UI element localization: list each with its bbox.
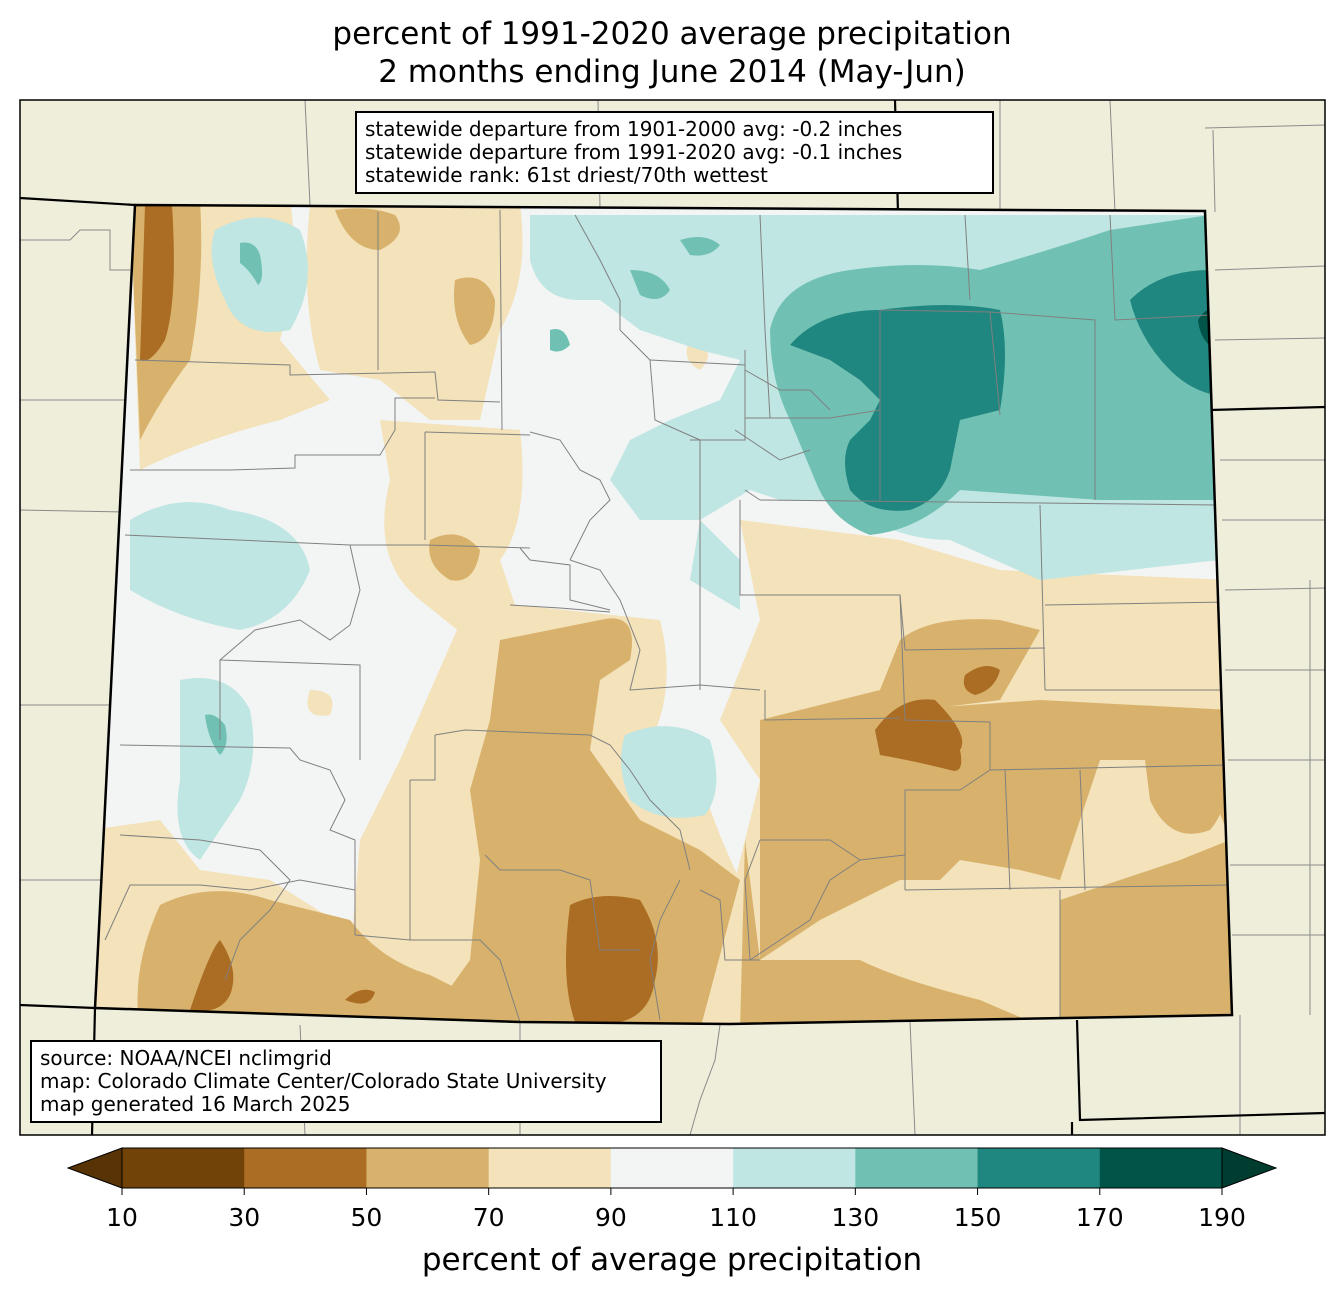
map-frame bbox=[19, 99, 1326, 1136]
map-title: percent of 1991-2020 average precipitati… bbox=[332, 16, 1012, 52]
colorbar-tick-label: 50 bbox=[350, 1203, 383, 1232]
colorbar-tick-label: 110 bbox=[709, 1203, 757, 1232]
colorbar-under-arrow bbox=[66, 1147, 123, 1189]
colorbar-tick-label: 90 bbox=[594, 1203, 627, 1232]
colorbar-tick-label: 10 bbox=[106, 1203, 138, 1232]
colorbar-swatch bbox=[366, 1148, 490, 1188]
colorbar-swatch bbox=[977, 1148, 1101, 1188]
colorbar-label: percent of average precipitation bbox=[421, 1242, 923, 1278]
stats-departure-1991: statewide departure from 1991-2020 avg: … bbox=[365, 140, 903, 164]
colorbar-outline bbox=[121, 1147, 1223, 1189]
statewide-stats-box: statewide departure from 1901-2000 avg: … bbox=[355, 111, 994, 194]
colorbar-swatch bbox=[1099, 1148, 1223, 1188]
source-line: source: NOAA/NCEI nclimgrid bbox=[40, 1046, 332, 1070]
map-credit-line: map: Colorado Climate Center/Colorado St… bbox=[40, 1069, 607, 1093]
colorbar-tick-label: 70 bbox=[472, 1203, 505, 1232]
colorbar-tick-label: 150 bbox=[953, 1203, 1002, 1232]
stats-rank: statewide rank: 61st driest/70th wettest bbox=[365, 163, 768, 187]
source-box: source: NOAA/NCEI nclimgrid map: Colorad… bbox=[30, 1040, 662, 1123]
band-30-50 bbox=[140, 205, 1000, 1022]
colorbar-swatch bbox=[733, 1148, 856, 1188]
colorbar-swatch bbox=[610, 1148, 734, 1188]
colorbar-tick-label: 170 bbox=[1075, 1203, 1124, 1232]
colorbar-swatch bbox=[244, 1148, 367, 1188]
colorbar-swatch bbox=[122, 1148, 245, 1188]
stats-departure-1901: statewide departure from 1901-2000 avg: … bbox=[365, 117, 903, 141]
colorbar-swatch bbox=[488, 1148, 612, 1188]
map-subtitle: 2 months ending June 2014 (May-Jun) bbox=[378, 54, 966, 90]
colorbar-tick-label: 30 bbox=[228, 1203, 261, 1232]
colorado-border bbox=[93, 203, 1234, 1026]
colorbar-swatch bbox=[855, 1148, 979, 1188]
map-frame-content bbox=[20, 100, 1325, 1135]
generated-date-line: map generated 16 March 2025 bbox=[40, 1092, 351, 1116]
band-50-70 bbox=[130, 205, 1232, 1024]
colorbar-over-arrow bbox=[1221, 1147, 1278, 1189]
colorbar bbox=[66, 1147, 1278, 1195]
band-150-170 bbox=[790, 270, 1215, 511]
colorbar-tick-label: 130 bbox=[831, 1203, 880, 1232]
precipitation-field bbox=[95, 205, 1232, 1024]
colorbar-tick-label: 190 bbox=[1198, 1203, 1246, 1232]
county-lines bbox=[104, 209, 1231, 1023]
